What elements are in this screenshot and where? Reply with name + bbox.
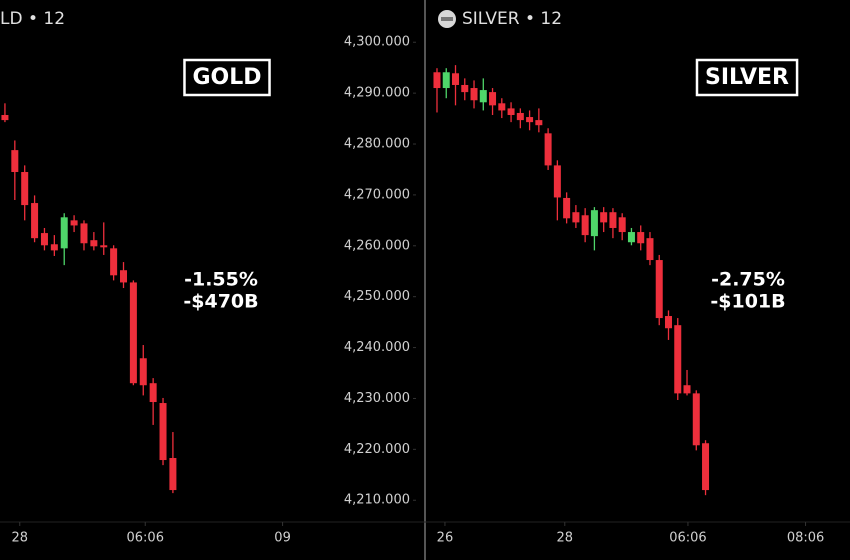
symbol-label: SILVER bbox=[705, 65, 789, 90]
y-tick-label: 4,240.000 bbox=[344, 340, 410, 355]
candle-body bbox=[149, 383, 157, 403]
candle-body bbox=[609, 212, 617, 228]
candle-body bbox=[535, 120, 543, 126]
candle-body bbox=[498, 103, 506, 111]
candle-body bbox=[618, 217, 626, 233]
candle-body bbox=[129, 282, 137, 384]
candle-body bbox=[100, 245, 108, 248]
candle-body bbox=[433, 72, 441, 89]
panel-header: SILVER • 12 bbox=[462, 9, 562, 29]
symbol-label: GOLD bbox=[192, 65, 261, 90]
candle-body bbox=[600, 212, 608, 223]
y-tick-label: 4,250.000 bbox=[344, 289, 410, 304]
candle-body bbox=[80, 223, 88, 244]
x-tick-label: 08:06 bbox=[787, 531, 824, 546]
x-tick-label: 26 bbox=[437, 531, 454, 546]
candle-body bbox=[563, 197, 571, 219]
candle-body bbox=[461, 84, 469, 93]
candle-body bbox=[470, 88, 478, 101]
change-annotation: -$470B bbox=[183, 291, 258, 313]
change-annotation: -1.55% bbox=[184, 269, 258, 291]
candle-body bbox=[489, 92, 497, 106]
x-tick-label: 09 bbox=[274, 531, 291, 546]
candle-body bbox=[683, 385, 691, 394]
candle-body bbox=[11, 150, 19, 173]
candle-body bbox=[655, 260, 663, 319]
candle-body bbox=[60, 217, 68, 249]
candle-body bbox=[120, 270, 128, 283]
change-annotation: -$101B bbox=[710, 291, 785, 313]
candle-body bbox=[637, 232, 645, 244]
candle-body bbox=[159, 403, 167, 461]
candle-body bbox=[1, 115, 9, 121]
y-tick-label: 4,230.000 bbox=[344, 391, 410, 406]
candle-body bbox=[544, 133, 552, 166]
panel-header: LD • 12 bbox=[0, 9, 65, 29]
candle-body bbox=[581, 215, 589, 236]
candle-body bbox=[442, 72, 450, 89]
candle-body bbox=[139, 358, 147, 386]
candle-body bbox=[452, 73, 460, 85]
y-tick-label: 4,210.000 bbox=[344, 493, 410, 508]
x-tick-label: 06:06 bbox=[127, 531, 164, 546]
candle-body bbox=[21, 172, 29, 206]
candle-body bbox=[169, 458, 177, 491]
change-annotation: -2.75% bbox=[711, 269, 785, 291]
x-tick-label: 28 bbox=[557, 531, 574, 546]
candle-body bbox=[526, 117, 534, 123]
symbol-label-box bbox=[695, 58, 799, 97]
candle-body bbox=[40, 233, 48, 246]
candle-body bbox=[692, 393, 700, 446]
candle-body bbox=[31, 203, 39, 239]
candle-body bbox=[674, 325, 682, 394]
candle-body bbox=[664, 316, 672, 329]
candle-body bbox=[70, 220, 78, 226]
candle-body bbox=[627, 232, 635, 243]
candle-body bbox=[516, 112, 524, 121]
candle-body bbox=[702, 443, 710, 491]
candle-body bbox=[646, 238, 654, 261]
candle-body bbox=[479, 90, 487, 103]
x-tick-label: 06:06 bbox=[669, 531, 706, 546]
y-tick-label: 4,270.000 bbox=[344, 187, 410, 202]
candle-body bbox=[110, 248, 118, 276]
silver-icon-bar bbox=[441, 17, 453, 21]
y-tick-label: 4,220.000 bbox=[344, 442, 410, 457]
candle-body bbox=[572, 212, 580, 223]
y-tick-label: 4,300.000 bbox=[344, 35, 410, 50]
candle-body bbox=[50, 244, 58, 251]
x-tick-label: 28 bbox=[11, 531, 28, 546]
y-tick-label: 4,290.000 bbox=[344, 86, 410, 101]
candle-body bbox=[590, 210, 598, 237]
candle-body bbox=[553, 165, 561, 198]
candle-body bbox=[90, 240, 98, 247]
symbol-label-box bbox=[183, 58, 271, 97]
y-tick-label: 4,260.000 bbox=[344, 238, 410, 253]
candle-body bbox=[507, 108, 515, 116]
y-tick-label: 4,280.000 bbox=[344, 137, 410, 152]
